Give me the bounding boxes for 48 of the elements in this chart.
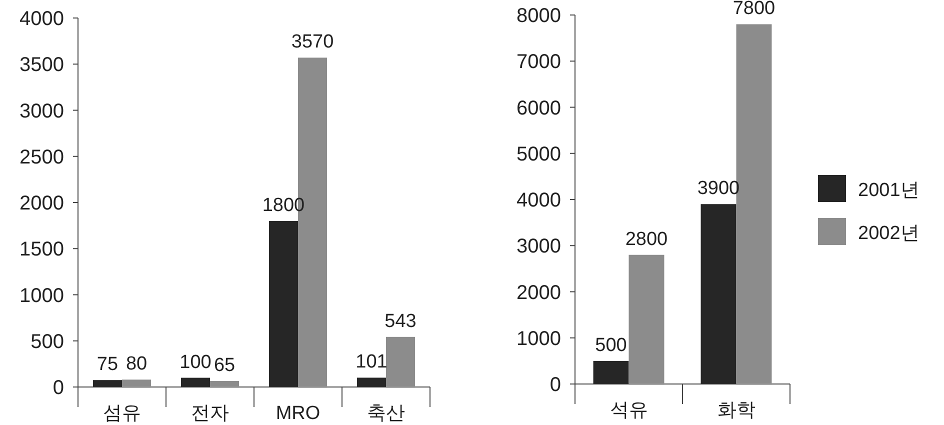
y-tick-label: 2000 xyxy=(20,192,64,214)
data-label: 65 xyxy=(214,355,236,376)
bar xyxy=(386,336,416,387)
x-tick-label: 석유 xyxy=(610,400,648,421)
y-tick-label: 3500 xyxy=(20,54,64,76)
data-label: 1800 xyxy=(262,194,305,216)
x-tick-label: 축산 xyxy=(367,403,405,424)
y-tick-label: 3000 xyxy=(516,236,561,258)
y-tick-label: 4000 xyxy=(20,8,64,30)
y-tick-label: 3000 xyxy=(20,100,64,122)
y-tick-label: 2000 xyxy=(516,282,561,304)
legend-label: 2002년 xyxy=(858,223,920,244)
y-tick-label: 1000 xyxy=(516,328,561,350)
data-label: 3570 xyxy=(291,32,334,53)
bar xyxy=(700,204,736,384)
data-label: 500 xyxy=(595,334,627,356)
bar xyxy=(122,380,152,387)
y-tick-label: 500 xyxy=(30,330,64,353)
bar xyxy=(180,378,210,387)
data-label: 100 xyxy=(180,352,212,373)
data-label: 75 xyxy=(96,354,118,376)
data-label: 7800 xyxy=(732,0,776,20)
y-tick-label: 5000 xyxy=(516,143,561,166)
y-tick-label: 0 xyxy=(550,374,561,396)
y-tick-label: 8000 xyxy=(516,5,561,27)
y-tick-label: 4000 xyxy=(516,190,561,212)
y-tick-label: 2500 xyxy=(20,146,64,168)
x-tick-label: 전자 xyxy=(191,403,229,424)
bar xyxy=(356,378,386,387)
x-tick-label: 화학 xyxy=(717,400,756,421)
bar xyxy=(628,254,664,384)
y-tick-label: 1500 xyxy=(20,238,64,261)
data-label: 80 xyxy=(126,354,148,375)
data-label: 3900 xyxy=(697,178,740,200)
data-label: 543 xyxy=(384,310,416,332)
y-tick-label: 7000 xyxy=(516,51,561,74)
data-label: 101 xyxy=(356,352,388,373)
bar xyxy=(593,360,629,384)
x-tick-label: MRO xyxy=(276,403,320,424)
y-tick-label: 1000 xyxy=(20,284,64,307)
legend-label: 2001년 xyxy=(858,180,920,201)
y-tick-label: 0 xyxy=(52,377,64,399)
bar xyxy=(92,380,122,387)
x-tick-label: 섬유 xyxy=(103,403,141,424)
bar xyxy=(210,381,240,387)
y-tick-label: 6000 xyxy=(516,97,561,120)
bar xyxy=(268,220,298,387)
data-label: 2800 xyxy=(625,228,668,250)
